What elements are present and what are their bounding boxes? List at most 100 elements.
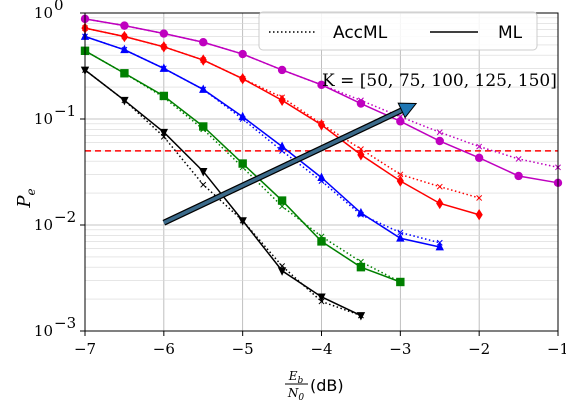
series-4-ml-point: [317, 80, 326, 90]
x-label-den-sub: 0: [298, 393, 304, 402]
series-1-ml-point: [238, 159, 247, 168]
series-0-ml-point: [317, 293, 326, 302]
y-axis-label-sub: e: [24, 188, 38, 195]
legend: AccML ML: [258, 11, 538, 51]
y-tick-label-exp: −1: [54, 102, 76, 120]
series-3-ml-point: [278, 94, 286, 107]
legend-box: [258, 11, 538, 51]
series-1-ml-point: [277, 196, 287, 205]
series-2-ml-point: [238, 111, 247, 121]
y-tick-label: 10: [34, 110, 53, 128]
series-1-ml-point: [159, 91, 169, 101]
series-2-ml-line: [84, 35, 440, 248]
series-4-ml-point: [120, 21, 129, 30]
series-0-accml-line: [84, 69, 362, 317]
x-axis-label-numerator: Eb: [288, 369, 304, 386]
series-1-ml-point: [120, 69, 129, 78]
x-label-num-main: E: [288, 369, 298, 383]
series-2-ml-point: [277, 141, 287, 150]
x-stroke: [397, 171, 404, 178]
series-2-ml-point: [396, 233, 405, 242]
series-1: [80, 46, 405, 287]
x-tick-label: −2: [468, 340, 490, 358]
series-1-ml-point: [396, 277, 405, 287]
series-4-ml-point: [435, 136, 444, 146]
x-tick-label: −7: [74, 340, 96, 358]
series-3-accml-line: [84, 27, 480, 199]
y-tick-label-base: 10: [34, 216, 53, 234]
y-tick-label-exp: 0: [54, 0, 64, 14]
series-0-ml-point: [238, 217, 247, 226]
grid: [84, 13, 559, 332]
series-4-accml-point: [476, 143, 483, 150]
x-axis-label-unit: (dB): [310, 376, 344, 395]
x-axis-label: Eb N0 (dB): [285, 369, 344, 402]
series-2: [80, 31, 444, 251]
x-tick-label: −5: [232, 340, 254, 358]
series-3-ml-point: [317, 119, 326, 131]
series-3-accml-point: [397, 171, 404, 178]
y-tick-label-base: 10: [34, 322, 53, 340]
series-2-ml-point: [199, 84, 208, 93]
series-4-accml-point: [515, 155, 522, 162]
y-tick-label-base: 10: [34, 4, 53, 22]
series-3-ml-point: [199, 54, 207, 66]
series-3-ml-point: [357, 149, 365, 161]
x-tick-label: −1: [547, 340, 566, 358]
annotation-text: K = [50, 75, 100, 125, 150]: [322, 71, 557, 91]
x-label-den-main: N: [287, 386, 299, 400]
series-2-accml-point: [397, 229, 404, 236]
y-tick-label: 10: [34, 216, 53, 234]
series-3-ml-point: [120, 30, 129, 43]
y-tick-label-base: 10: [34, 110, 53, 128]
series-3-ml-point: [160, 41, 168, 53]
series-2-ml-point: [356, 207, 366, 217]
series-2-ml-point: [435, 242, 444, 251]
x-stroke: [436, 183, 443, 190]
x-label-num-sub: b: [298, 376, 304, 386]
series-1-ml-point: [356, 262, 366, 272]
x-axis-label-denominator: N0: [287, 386, 305, 402]
legend-accml-label: AccML: [333, 23, 388, 43]
series-0-ml-point: [120, 96, 129, 106]
series-0-ml-point: [277, 267, 287, 276]
series-4-ml-point: [199, 38, 208, 47]
legend-ml-label: ML: [498, 23, 523, 43]
series-0-ml-point: [199, 168, 208, 177]
y-axis-label: Pe: [14, 188, 38, 208]
series-4-ml-point: [474, 153, 484, 163]
y-tick-label-exp: −3: [54, 314, 76, 332]
annotation-arrow-fill: [163, 108, 403, 225]
series-2-ml-point: [159, 63, 169, 72]
y-axis-label-main: P: [14, 195, 35, 209]
series-1-ml-point: [317, 237, 326, 246]
series-1-ml-point: [199, 122, 208, 131]
series-4-ml-point: [238, 49, 247, 59]
y-tick-label-exp: −2: [54, 208, 76, 226]
series-3-ml-point: [396, 175, 404, 187]
x-stroke: [397, 229, 404, 236]
series-3-ml-point: [239, 72, 247, 85]
x-stroke: [476, 143, 483, 150]
x-stroke: [476, 194, 483, 201]
series-2-ml-point: [120, 44, 129, 54]
series-2-accml-line: [84, 35, 440, 244]
series-0-ml-point: [159, 128, 169, 138]
y-tick-label: 10: [34, 322, 53, 340]
x-tick-label: −4: [310, 340, 332, 358]
series-4-accml-point: [436, 129, 443, 136]
series-4-ml-point: [514, 171, 523, 181]
x-stroke: [436, 129, 443, 136]
x-tick-label: −6: [153, 340, 175, 358]
x-tick-label: −3: [389, 340, 411, 358]
y-tick-label: 10: [34, 4, 53, 22]
annotation-arrowhead: [397, 102, 418, 119]
annotation: K = [50, 75, 100, 125, 150]: [162, 71, 557, 226]
series-0-accml-point: [200, 181, 207, 188]
series-0-ml-point: [356, 312, 366, 321]
series-4-ml-point: [396, 117, 405, 126]
series-3-ml-point: [436, 197, 444, 210]
x-stroke: [515, 155, 522, 162]
